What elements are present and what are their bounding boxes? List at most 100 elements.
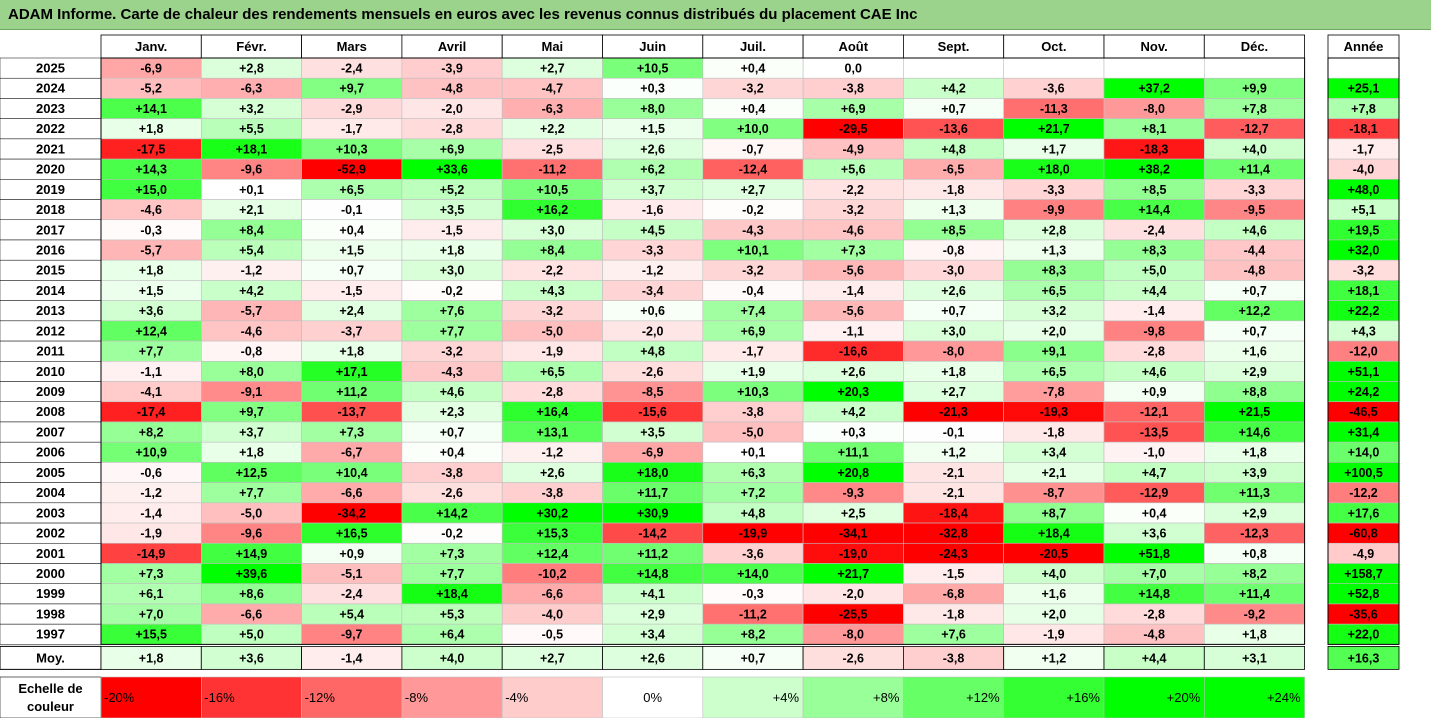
cell-value: +4,5 xyxy=(640,223,665,237)
cell-value: -1,7 xyxy=(341,122,363,136)
cell-value: -13,7 xyxy=(338,405,367,419)
cell-value: +3,7 xyxy=(239,425,264,439)
cell-value: +12,2 xyxy=(1239,304,1271,318)
year-label: 1998 xyxy=(36,606,65,621)
cell-value: -2,0 xyxy=(642,324,664,338)
avg-value: -1,4 xyxy=(341,651,363,665)
heatmap-cell xyxy=(903,57,1005,79)
cell-value: +8,3 xyxy=(1042,264,1067,278)
annual-value: -12,0 xyxy=(1349,345,1378,359)
cell-value: +5,2 xyxy=(440,183,465,197)
cell-value: +2,9 xyxy=(1242,365,1267,379)
cell-value: +7,3 xyxy=(339,425,364,439)
cell-value: +15,0 xyxy=(135,183,167,197)
cell-value: +11,7 xyxy=(637,486,668,500)
cell-value: +9,7 xyxy=(239,405,264,419)
cell-value: +6,5 xyxy=(1042,284,1067,298)
cell-value: +3,4 xyxy=(1042,446,1067,460)
year-label: 2003 xyxy=(36,505,65,520)
cell-value: +2,6 xyxy=(640,142,665,156)
cell-value: +14,4 xyxy=(1138,203,1170,217)
cell-value: +14,6 xyxy=(1239,425,1271,439)
annual-value: +7,8 xyxy=(1351,102,1376,116)
cell-value: -19,0 xyxy=(839,547,868,561)
year-label: 2021 xyxy=(36,141,65,156)
cell-value: -34,1 xyxy=(839,527,868,541)
month-header: Mai xyxy=(542,39,564,54)
cell-value: +7,4 xyxy=(741,304,766,318)
cell-value: +2,3 xyxy=(440,405,465,419)
cell-value: +11,2 xyxy=(336,385,367,399)
cell-value: -13,5 xyxy=(1140,425,1169,439)
year-label: 2000 xyxy=(36,566,65,581)
cell-value: +18,1 xyxy=(236,142,268,156)
cell-value: +1,7 xyxy=(1042,142,1067,156)
cell-value: +12,4 xyxy=(135,324,167,338)
legend-label: -20% xyxy=(104,690,135,705)
cell-value: -32,8 xyxy=(939,527,968,541)
month-header: Févr. xyxy=(236,39,266,54)
cell-value: +3,9 xyxy=(1242,466,1267,480)
cell-value: +7,7 xyxy=(440,324,465,338)
cell-value: -15,6 xyxy=(638,405,667,419)
cell-value: -3,6 xyxy=(1043,82,1065,96)
cell-value: +7,7 xyxy=(239,486,264,500)
cell-value: -4,4 xyxy=(1244,243,1266,257)
cell-value: +5,0 xyxy=(239,628,264,642)
cell-value: +4,0 xyxy=(1242,142,1267,156)
cell-value: +8,1 xyxy=(1142,122,1167,136)
cell-value: +3,0 xyxy=(440,264,465,278)
cell-value: -6,9 xyxy=(140,62,162,76)
annual-value: -18,1 xyxy=(1349,122,1378,136)
cell-value: +4,2 xyxy=(941,82,966,96)
cell-value: +12,5 xyxy=(236,466,268,480)
year-label: 2001 xyxy=(36,546,65,561)
cell-value: +7,6 xyxy=(941,628,966,642)
annual-value: +48,0 xyxy=(1348,183,1380,197)
cell-value: +0,4 xyxy=(741,62,766,76)
cell-value: +0,9 xyxy=(339,547,364,561)
page-title: ADAM Informe. Carte de chaleur des rende… xyxy=(0,0,1431,30)
cell-value: -0,8 xyxy=(241,345,263,359)
cell-value: +5,6 xyxy=(841,163,866,177)
cell-value: +1,8 xyxy=(139,122,164,136)
cell-value: +4,8 xyxy=(640,345,665,359)
annual-value: +24,2 xyxy=(1348,385,1380,399)
cell-value: -0,1 xyxy=(341,203,363,217)
cell-value: -9,9 xyxy=(1043,203,1065,217)
cell-value: +4,2 xyxy=(239,284,264,298)
cell-value: -4,8 xyxy=(1244,264,1266,278)
cell-value: -3,7 xyxy=(341,324,363,338)
cell-value: +8,2 xyxy=(1242,567,1267,581)
annual-value: +22,2 xyxy=(1348,304,1380,318)
grid-frame xyxy=(100,57,1306,645)
cell-value: +0,7 xyxy=(941,304,966,318)
month-header: Août xyxy=(838,39,868,54)
year-label: 1999 xyxy=(36,586,65,601)
cell-value: +10,5 xyxy=(537,183,569,197)
cell-value: +30,9 xyxy=(637,506,669,520)
cell-value: +4,3 xyxy=(540,284,565,298)
legend-label: 0% xyxy=(643,690,662,705)
cell-value: +10,3 xyxy=(336,142,368,156)
cell-value: -1,5 xyxy=(441,223,463,237)
year-label: 2002 xyxy=(36,526,65,541)
avg-value: +3,1 xyxy=(1242,651,1267,665)
cell-value: +2,8 xyxy=(1042,223,1067,237)
heatmap-cell xyxy=(1003,57,1105,79)
cell-value: -7,8 xyxy=(1043,385,1065,399)
cell-value: -8,0 xyxy=(943,345,965,359)
cell-value: -1,5 xyxy=(943,567,965,581)
cell-value: -9,6 xyxy=(241,527,263,541)
cell-value: -0,7 xyxy=(742,142,764,156)
cell-value: -9,6 xyxy=(241,163,263,177)
cell-value: +8,5 xyxy=(941,223,966,237)
annual-value: +51,1 xyxy=(1348,365,1380,379)
cell-value: -6,3 xyxy=(241,82,263,96)
cell-value: +1,9 xyxy=(741,365,766,379)
legend-label: +4% xyxy=(773,690,800,705)
cell-value: -8,7 xyxy=(1043,486,1065,500)
cell-value: +2,0 xyxy=(1042,324,1067,338)
legend-swatch xyxy=(301,676,403,718)
